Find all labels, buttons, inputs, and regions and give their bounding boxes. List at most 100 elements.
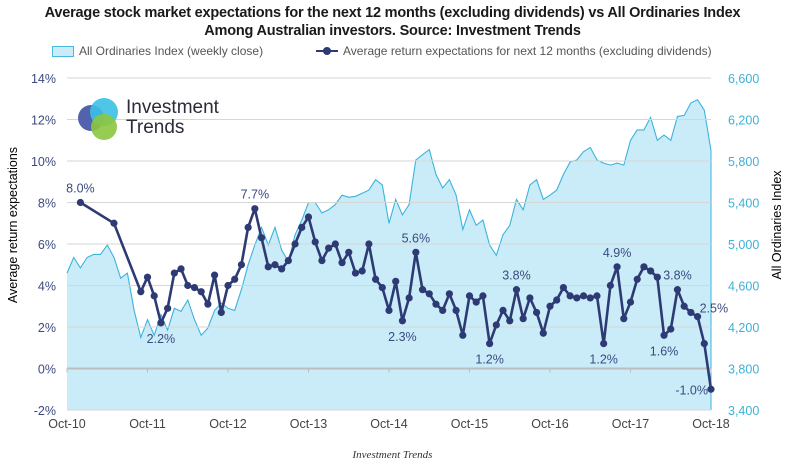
- index-line: [66, 99, 712, 340]
- right-axis-label: All Ordinaries Index: [770, 170, 784, 280]
- left-tick-label: 0%: [38, 363, 56, 377]
- expectations-point: [244, 223, 252, 231]
- expectations-point: [506, 317, 514, 325]
- expectations-point: [110, 219, 118, 227]
- x-tick-label: Oct-13: [290, 417, 328, 431]
- expectations-point: [392, 277, 400, 285]
- expectations-point: [546, 302, 554, 310]
- expectations-point: [700, 340, 708, 348]
- x-tick-label: Oct-10: [48, 417, 86, 431]
- expectations-point: [184, 281, 192, 290]
- expectations-point: [613, 263, 621, 271]
- expectations-point: [573, 294, 581, 302]
- x-tick-label: Oct-14: [370, 417, 408, 431]
- expectations-point: [687, 308, 695, 317]
- legend-item-expectations[interactable]: Average return expectations for next 12 …: [316, 44, 712, 58]
- x-tick-label: Oct-16: [531, 417, 569, 431]
- expectations-point: [284, 257, 292, 265]
- expectations-point: [452, 306, 460, 314]
- x-tick-label: Oct-15: [451, 417, 489, 431]
- expectations-point: [660, 331, 668, 339]
- expectations-point: [472, 298, 480, 306]
- expectations-point: [76, 198, 85, 207]
- legend-label-index: All Ordinaries Index (weekly close): [79, 44, 264, 58]
- expectations-point: [519, 315, 527, 323]
- expectations-point: [626, 298, 635, 306]
- legend-label-expectations: Average return expectations for next 12 …: [343, 44, 712, 58]
- expectations-point: [606, 281, 614, 290]
- expectations-point: [385, 306, 393, 314]
- expectations-point: [486, 340, 494, 348]
- logo-circles-icon: [78, 98, 118, 140]
- expectations-point: [264, 263, 272, 271]
- left-tick-label: 6%: [38, 238, 56, 252]
- expectations-point: [371, 275, 380, 283]
- expectations-point: [620, 315, 628, 323]
- expectations-point: [586, 294, 594, 302]
- data-label: 5.6%: [402, 231, 431, 245]
- expectations-point: [539, 329, 547, 337]
- area-swatch-icon: [52, 45, 74, 57]
- expectations-point: [271, 261, 279, 269]
- expectations-point: [673, 286, 682, 294]
- right-tick-label: 4,200: [728, 321, 759, 335]
- left-tick-label: 4%: [38, 280, 56, 294]
- expectations-point: [325, 244, 333, 252]
- expectations-point: [405, 294, 413, 302]
- expectations-point: [150, 292, 158, 300]
- expectations-point: [298, 223, 306, 231]
- right-tick-label: 5,000: [728, 238, 759, 252]
- expectations-point: [257, 234, 266, 242]
- line-marker-icon: [316, 47, 338, 55]
- expectations-point: [210, 271, 219, 279]
- data-label: 7.7%: [241, 188, 270, 202]
- expectations-point: [137, 288, 145, 296]
- expectations-point: [465, 292, 474, 300]
- left-axis-label: Average return expectations: [6, 146, 20, 304]
- expectations-point: [190, 283, 199, 292]
- data-label: 2.2%: [147, 332, 176, 346]
- expectations-point: [479, 292, 487, 300]
- expectations-point: [345, 248, 353, 256]
- expectations-point: [177, 265, 185, 273]
- expectations-point: [217, 308, 225, 317]
- x-tick-label: Oct-17: [612, 417, 650, 431]
- expectations-point: [143, 273, 152, 281]
- expectations-point: [278, 265, 286, 273]
- right-tick-label: 3,400: [728, 404, 759, 418]
- expectations-point: [412, 248, 420, 256]
- x-tick-label: Oct-11: [129, 417, 166, 431]
- data-label: 1.6%: [650, 344, 679, 358]
- expectations-point: [647, 267, 655, 275]
- expectations-point: [425, 290, 433, 298]
- expectations-point: [693, 313, 702, 321]
- expectations-point: [653, 273, 661, 281]
- expectations-point: [231, 275, 239, 283]
- logo-text-line2: Trends: [126, 117, 185, 138]
- expectations-point: [439, 306, 447, 314]
- logo-text-line1: Investment: [126, 97, 219, 118]
- expectations-point: [164, 304, 172, 312]
- expectations-point: [224, 281, 232, 290]
- index-area: [67, 99, 711, 411]
- expectations-point: [553, 296, 561, 304]
- expectations-point: [358, 267, 366, 275]
- expectations-point: [311, 238, 319, 246]
- expectations-point: [445, 290, 453, 298]
- investment-trends-logo: Investment Trends: [74, 96, 224, 144]
- expectations-point: [338, 259, 346, 267]
- expectations-point: [633, 275, 641, 283]
- expectations-point: [600, 340, 608, 348]
- expectations-point: [365, 240, 373, 248]
- expectations-point: [593, 292, 601, 300]
- data-label: 2.3%: [388, 330, 417, 344]
- expectations-point: [304, 213, 313, 221]
- data-label: -1.0%: [675, 383, 708, 397]
- expectations-point: [432, 300, 440, 308]
- expectations-point: [566, 292, 574, 300]
- expectations-point: [237, 261, 246, 269]
- legend-item-index[interactable]: All Ordinaries Index (weekly close): [52, 44, 263, 58]
- expectations-point: [351, 269, 360, 277]
- expectations-point: [459, 331, 467, 339]
- expectations-point: [532, 308, 541, 317]
